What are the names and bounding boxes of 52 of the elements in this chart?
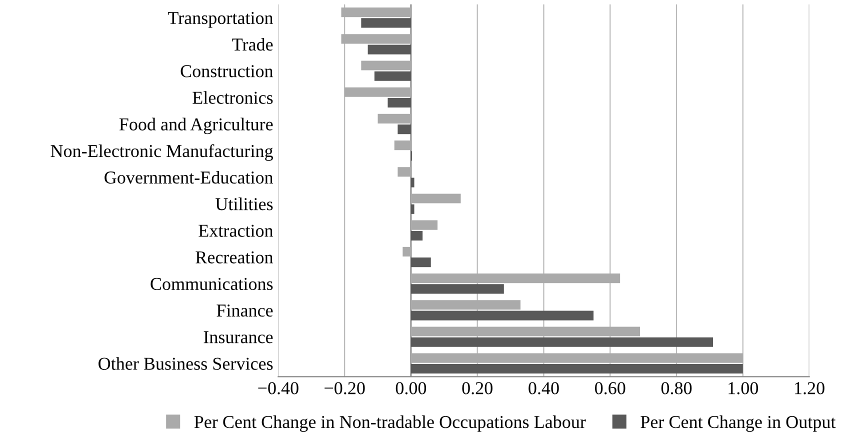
legend-label: Per Cent Change in Output [640, 415, 836, 432]
bar [361, 18, 411, 28]
x-tick-label: 1.00 [728, 382, 758, 394]
x-tick-label: 1.20 [795, 382, 824, 394]
y-tick-label: Transportation [168, 12, 274, 28]
y-tick-label: Extraction [198, 224, 274, 237]
bar [410, 194, 461, 204]
y-tick-label: Government-Education [104, 170, 274, 184]
x-tick-label: −0.20 [324, 382, 365, 394]
y-tick-label: Non-Electronic Manufacturing [50, 144, 273, 161]
y-tick-label: Utilities [216, 198, 273, 210]
bar [344, 87, 411, 97]
bar [394, 140, 411, 150]
x-tick-label: 0.80 [661, 382, 692, 394]
bar [398, 124, 411, 134]
bar [388, 98, 411, 108]
bar [410, 220, 438, 230]
bar [410, 337, 714, 347]
y-tick-label: Construction [180, 65, 274, 78]
legend-label: Per Cent Change in Non-tradable Occupations Labour [194, 415, 586, 432]
bar [398, 167, 411, 177]
x-tick-label: 0.60 [595, 382, 626, 394]
x-tick-label: 0.40 [528, 382, 559, 394]
bar [410, 326, 640, 336]
y-tick-label: Trade [232, 38, 273, 51]
bar [402, 246, 411, 256]
bar [410, 258, 431, 268]
bar [341, 34, 411, 44]
y-tick-label: Recreation [196, 251, 274, 264]
bar [410, 204, 414, 214]
y-tick-label: Finance [216, 304, 273, 317]
x-tick-label: 0.20 [462, 382, 492, 394]
bar [410, 310, 594, 320]
bar [341, 8, 411, 18]
bar [410, 178, 414, 188]
bar [410, 274, 620, 284]
x-tick-label: −0.40 [258, 382, 298, 394]
bar [378, 114, 411, 124]
bar [410, 364, 743, 374]
bar [361, 60, 411, 70]
y-tick-label: Other Business Services [98, 357, 273, 370]
bar [410, 230, 423, 241]
y-tick-label: Insurance [204, 331, 273, 344]
y-tick-label: Food and Agriculture [119, 118, 273, 134]
bar [368, 44, 411, 54]
bar [374, 71, 411, 81]
bar [410, 300, 520, 310]
y-tick-label: Communications [150, 278, 273, 290]
y-tick-label: Electronics [192, 91, 273, 104]
x-tick-label: 0.00 [396, 382, 426, 394]
bar [410, 284, 504, 294]
bar [410, 353, 743, 363]
